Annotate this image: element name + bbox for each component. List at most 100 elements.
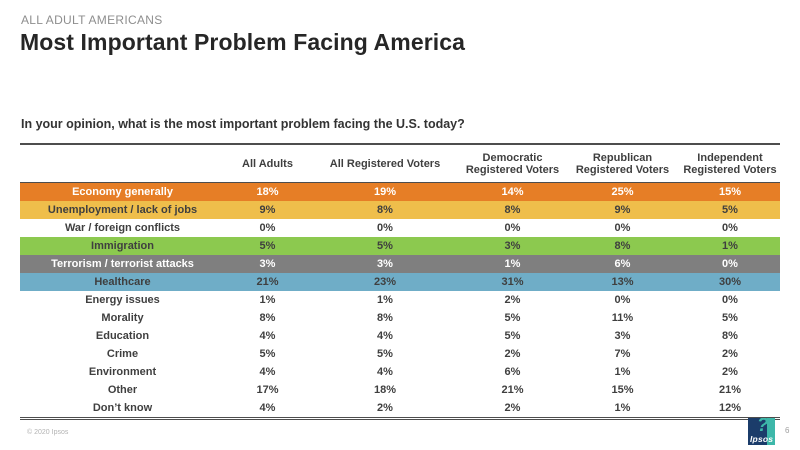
question-mark-icon: ?: [757, 418, 769, 436]
row-value: 4%: [377, 330, 393, 342]
row-value: 6%: [504, 366, 521, 378]
row-value: 1%: [259, 294, 276, 306]
row-value: 1%: [614, 366, 631, 378]
row-value: 30%: [718, 276, 742, 288]
table-row: War / foreign conflicts 0% 0% 0% 0% 0%: [20, 219, 780, 237]
row-value: 6%: [614, 258, 631, 270]
row-value: 0%: [614, 294, 631, 306]
row-value: 8%: [377, 312, 393, 324]
logo-wordmark: Ipsos: [750, 434, 774, 444]
row-value: 3%: [614, 330, 631, 342]
row-value: 8%: [259, 312, 276, 324]
row-value: 1%: [722, 240, 738, 252]
row-value: 8%: [504, 204, 521, 216]
row-value: 21%: [501, 384, 524, 396]
row-value: 25%: [611, 186, 634, 198]
row-value: 8%: [722, 330, 738, 342]
row-label: Unemployment / lack of jobs: [47, 204, 198, 216]
row-value: 31%: [501, 276, 524, 288]
row-value: 9%: [259, 204, 276, 216]
logo-teal-strip: [767, 418, 775, 445]
row-value: 7%: [614, 348, 631, 360]
row-value: 4%: [259, 330, 276, 342]
table-row: Environment 4% 4% 6% 1% 2%: [20, 363, 780, 381]
row-value: 23%: [373, 276, 397, 288]
row-value: 2%: [722, 366, 738, 378]
table-row: Immigration 5% 5% 3% 8% 1%: [20, 237, 780, 255]
row-label: Environment: [88, 366, 157, 378]
table-row: Morality 8% 8% 5% 11% 5%: [20, 309, 780, 327]
row-value: 8%: [377, 204, 393, 216]
row-value: 21%: [718, 384, 742, 396]
row-label: Economy generally: [72, 186, 173, 198]
row-value: 0%: [504, 222, 521, 234]
row-value: 5%: [377, 240, 393, 252]
column-header-independent-registered-voters: Independent Registered Voters: [680, 144, 780, 183]
column-header-republican-registered-voters: Republican Registered Voters: [565, 144, 680, 183]
row-value: 2%: [504, 348, 521, 360]
row-value: 0%: [722, 294, 738, 306]
results-table: All Adults All Registered Voters Democra…: [20, 143, 780, 420]
row-value: 0%: [377, 222, 393, 234]
row-value: 5%: [722, 204, 738, 216]
row-label: War / foreign conflicts: [64, 222, 181, 234]
table-row: Other 17% 18% 21% 15% 21%: [20, 381, 780, 399]
row-value: 1%: [377, 294, 393, 306]
table-row: Energy issues 1% 1% 2% 0% 0%: [20, 291, 780, 309]
row-label: Energy issues: [85, 294, 160, 306]
row-value: 11%: [611, 312, 634, 324]
row-value: 5%: [504, 330, 521, 342]
column-header-democratic-registered-voters: Democratic Registered Voters: [460, 144, 565, 183]
table-row: Healthcare 21% 23% 31% 13% 30%: [20, 273, 780, 291]
row-value: 13%: [611, 276, 634, 288]
row-value: 14%: [501, 186, 524, 198]
row-value: 3%: [504, 240, 521, 252]
row-value: 4%: [259, 366, 276, 378]
row-label: Immigration: [91, 240, 154, 252]
row-value: 0%: [614, 222, 631, 234]
row-value: 18%: [373, 384, 397, 396]
page-number: 6: [785, 426, 790, 435]
row-value: 5%: [259, 240, 276, 252]
row-value: 9%: [614, 204, 631, 216]
table-row: Terrorism / terrorist attacks 3% 3% 1% 6% 0%: [20, 255, 780, 273]
row-label: Crime: [106, 348, 139, 360]
row-value: 1%: [504, 258, 521, 270]
ipsos-logo: ? Ipsos: [748, 418, 775, 445]
row-value: 1%: [614, 402, 631, 414]
row-value: 12%: [718, 402, 742, 414]
table-row: Crime 5% 5% 2% 7% 2%: [20, 345, 780, 363]
page-title: Most Important Problem Facing America: [20, 29, 466, 55]
copyright-note: © 2020 Ipsos: [27, 429, 69, 436]
row-value: 5%: [504, 312, 521, 324]
row-value: 2%: [504, 402, 521, 414]
slide-subtitle: ALL ADULT AMERICANS: [21, 13, 163, 27]
row-value: 2%: [377, 402, 393, 414]
row-label: Don’t know: [92, 402, 153, 414]
row-value: 0%: [722, 258, 738, 270]
row-value: 2%: [722, 348, 738, 360]
column-header-all-adults: All Adults: [225, 144, 310, 183]
row-value: 8%: [614, 240, 631, 252]
table-body: Economy generally 18% 19% 14% 25% 15% Unemploy…: [20, 182, 780, 419]
row-value: 5%: [259, 348, 276, 360]
table-row: Unemployment / lack of jobs 9% 8% 8% 9% 5%: [20, 201, 780, 219]
row-value: 3%: [259, 258, 276, 270]
column-header-all-registered-voters: All Registered Voters: [310, 144, 460, 183]
row-value: 15%: [718, 186, 742, 198]
row-label: Terrorism / terrorist attacks: [51, 258, 194, 270]
row-value: 5%: [722, 312, 738, 324]
row-value: 3%: [377, 258, 393, 270]
row-value: 0%: [259, 222, 276, 234]
row-value: 0%: [722, 222, 738, 234]
row-label: Other: [107, 384, 138, 396]
table-row: Economy generally 18% 19% 14% 25% 15%: [20, 182, 780, 201]
row-label: Morality: [101, 312, 144, 324]
row-value: 4%: [377, 366, 393, 378]
row-label: Healthcare: [94, 276, 151, 288]
table-header-row: All Adults All Registered Voters Democra…: [20, 144, 780, 183]
row-value: 2%: [504, 294, 521, 306]
row-value: 5%: [377, 348, 393, 360]
table-row: Education 4% 4% 5% 3% 8%: [20, 327, 780, 345]
